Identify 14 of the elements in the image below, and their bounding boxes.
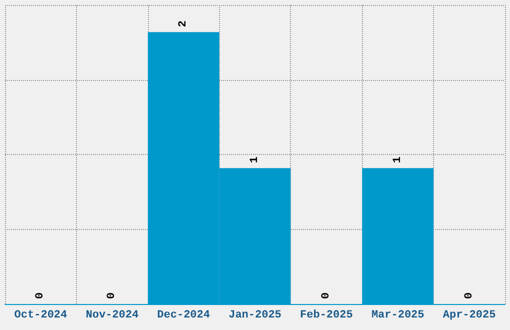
x-tick-label: Feb-2025 bbox=[300, 310, 354, 322]
data-label: 1 bbox=[392, 156, 404, 164]
data-label: 1 bbox=[249, 156, 261, 164]
data-label: 2 bbox=[178, 20, 190, 28]
x-tick-label: Mar-2025 bbox=[371, 310, 425, 322]
x-tick-label: Jan-2025 bbox=[228, 310, 282, 322]
x-tick-label: Oct-2024 bbox=[14, 310, 68, 322]
data-label: 0 bbox=[106, 292, 118, 299]
data-label: 0 bbox=[320, 292, 332, 299]
x-tick-label: Nov-2024 bbox=[86, 310, 139, 322]
data-label: 0 bbox=[34, 292, 47, 299]
x-tick-label: Dec-2024 bbox=[157, 310, 210, 322]
data-label: 0 bbox=[463, 292, 476, 299]
x-tick-label: Apr-2025 bbox=[442, 310, 496, 322]
